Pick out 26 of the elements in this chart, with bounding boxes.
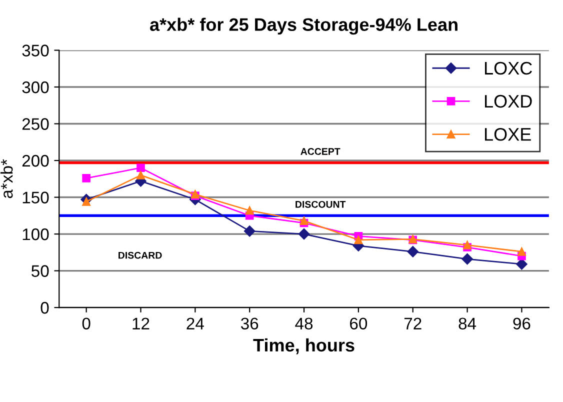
x-tick-label: 24: [186, 318, 204, 330]
y-tick-label: 150: [22, 192, 49, 204]
y-axis-title: a*xb*: [0, 159, 13, 198]
y-tick-label: 200: [22, 154, 49, 167]
x-tick-label: 48: [295, 318, 313, 330]
y-tick-label: 0: [40, 302, 49, 314]
legend-label: LOXD: [484, 94, 532, 108]
x-tick-label: 72: [404, 318, 422, 330]
y-tick-label: 50: [32, 265, 49, 277]
y-tick-label: 250: [22, 118, 49, 130]
annotation: DISCARD: [118, 252, 162, 259]
x-tick-label: 84: [458, 318, 476, 330]
y-tick-label: 100: [22, 228, 49, 240]
legend-label: LOXE: [484, 128, 531, 141]
x-tick-label: 12: [132, 318, 150, 330]
legend-label: LOXC: [484, 62, 532, 75]
chart-title: a*xb* for 25 Days Storage-94% Lean: [150, 18, 458, 35]
ref-line-label: DISCOUNT: [296, 200, 346, 208]
x-tick-label: 96: [513, 318, 530, 330]
x-tick-label: 60: [350, 318, 368, 330]
y-tick-label: 350: [22, 44, 49, 56]
x-tick-label: 0: [82, 318, 90, 330]
x-axis-title: Time, hours: [253, 338, 354, 354]
y-tick-label: 300: [22, 81, 49, 94]
x-tick-label: 36: [240, 318, 258, 330]
ref-line-label: ACCEPT: [300, 148, 340, 155]
